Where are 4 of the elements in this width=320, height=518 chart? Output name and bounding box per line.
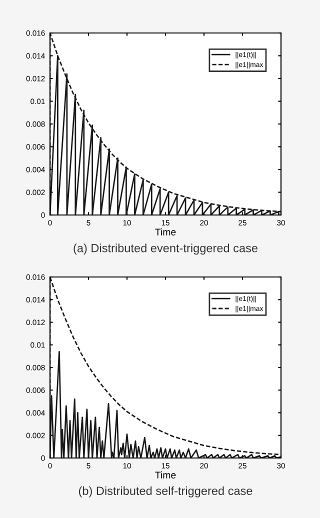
- x-axis-title: Time: [155, 228, 176, 236]
- text: (a) Distributed event-triggered case: [74, 244, 258, 255]
- text: (b) Distributed self-triggered case: [78, 486, 252, 498]
- x-axis-title: Time: [155, 471, 176, 479]
